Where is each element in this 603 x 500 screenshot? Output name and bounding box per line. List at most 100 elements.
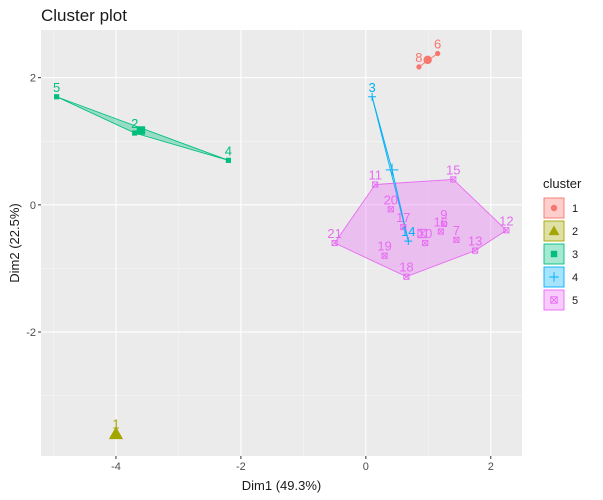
- data-point-2: [132, 130, 138, 136]
- data-point-9: [440, 220, 447, 227]
- legend-symbol-1: [550, 204, 558, 212]
- data-point-10: [422, 239, 429, 247]
- legend-title: cluster: [543, 176, 582, 191]
- data-point-7-d2: [453, 236, 460, 243]
- point-label-14: 14: [401, 224, 415, 239]
- data-point-16-box: [437, 228, 444, 235]
- y-tick-label: 0: [30, 200, 36, 212]
- grid-minor: [41, 30, 522, 456]
- point-label-21: 21: [327, 226, 341, 241]
- legend-label-3: 3: [572, 249, 578, 261]
- data-point-10-box: [422, 239, 429, 247]
- data-point-21: [331, 239, 338, 247]
- chart-title: Cluster plot: [41, 6, 127, 25]
- x-tick-label: -2: [236, 461, 246, 473]
- y-tick-label: -2: [26, 327, 36, 339]
- x-axis-ticks: -4 -2 0 2: [111, 456, 494, 473]
- data-point-15-d2: [450, 176, 457, 183]
- centroid-3: [136, 126, 146, 135]
- data-point-10-d2: [422, 240, 429, 246]
- cluster-spoke-4: [371, 96, 393, 171]
- data-point-16-d2: [437, 228, 444, 235]
- data-point-18-d2: [403, 273, 410, 280]
- data-point-15: [450, 176, 457, 183]
- cluster-centroids: [108, 55, 432, 440]
- data-point-19-d2: [381, 252, 388, 259]
- data-point-9-d2: [441, 221, 447, 227]
- plot-panel: [41, 30, 522, 456]
- point-label-4: 4: [225, 143, 232, 158]
- legend: cluster 1 2 3 4 5: [543, 176, 582, 311]
- data-point-4: [225, 157, 232, 163]
- data-point-11-box: [372, 181, 379, 188]
- point-label-8: 8: [415, 50, 422, 65]
- data-point-20: [387, 206, 394, 213]
- point-label-20: 20: [384, 192, 398, 207]
- point-label-5: 5: [53, 80, 60, 95]
- data-point-20-box: [387, 206, 394, 213]
- data-point-13: [472, 247, 479, 254]
- data-point-20-d2: [387, 206, 394, 213]
- point-label-16: 16: [434, 215, 448, 230]
- data-point-14: [404, 237, 413, 245]
- y-axis-title: Dim2 (22.5%): [7, 203, 22, 282]
- legend-symbol-3: [550, 250, 558, 258]
- data-point-7: [453, 236, 460, 243]
- data-point-12: [503, 227, 510, 234]
- data-point-8: [416, 64, 422, 70]
- data-point-19: [381, 252, 388, 259]
- x-tick-label: -4: [111, 461, 121, 473]
- data-point-3: [368, 92, 376, 101]
- grid-major: [41, 30, 522, 456]
- data-point-16: [437, 228, 444, 235]
- point-label-13: 13: [468, 234, 482, 249]
- data-point-13-d2: [472, 247, 479, 254]
- legend-symbol-2: [548, 225, 560, 236]
- data-point-13-box: [472, 247, 479, 254]
- legend-label-2: 2: [572, 226, 578, 238]
- y-axis-ticks: -2 0 2: [26, 73, 41, 339]
- centroid-2: [108, 426, 124, 440]
- data-point-15-box: [450, 176, 457, 183]
- legend-label-4: 4: [572, 272, 578, 284]
- x-tick-label: 0: [363, 461, 369, 473]
- point-label-11: 11: [368, 168, 382, 183]
- legend-symbol-5-d2: [550, 296, 558, 304]
- point-label-18: 18: [399, 260, 413, 275]
- point-label-6: 6: [434, 37, 441, 52]
- legend-label-1: 1: [572, 203, 578, 215]
- point-label-19: 19: [377, 239, 391, 254]
- data-point-11-d2: [372, 181, 379, 188]
- point-label-9: 9: [440, 207, 447, 222]
- data-point-12-box: [503, 227, 510, 234]
- point-label-7: 7: [453, 223, 460, 238]
- data-point-17-d2: [400, 224, 407, 230]
- data-point-12-d2: [503, 227, 510, 234]
- data-point-9-box: [440, 220, 447, 227]
- point-label-12: 12: [499, 213, 513, 228]
- data-point-18-box: [403, 273, 410, 280]
- data-point-5: [54, 94, 60, 100]
- centroid-4: [385, 163, 399, 177]
- data-point-19-box: [381, 252, 388, 259]
- x-axis-title: Dim1 (49.3%): [242, 478, 321, 493]
- point-label-2: 2: [131, 116, 138, 131]
- point-label-3: 3: [368, 80, 375, 95]
- point-label-15: 15: [446, 162, 460, 177]
- data-point-7-box: [453, 236, 460, 243]
- data-point-18: [403, 273, 410, 280]
- legend-symbol-4: [549, 272, 559, 282]
- data-point-6: [435, 50, 441, 57]
- y-tick-label: 2: [30, 73, 36, 85]
- centroid-5-d2: [417, 228, 427, 238]
- data-point-21-d2: [331, 240, 338, 246]
- data-point-17: [400, 224, 407, 231]
- centroid-1: [423, 55, 432, 65]
- data-point-11: [372, 181, 379, 188]
- legend-symbol-5-box: [550, 296, 558, 304]
- data-point-21-box: [331, 239, 338, 247]
- legend-symbol-5: [550, 296, 558, 304]
- data-point-17-box: [400, 224, 407, 231]
